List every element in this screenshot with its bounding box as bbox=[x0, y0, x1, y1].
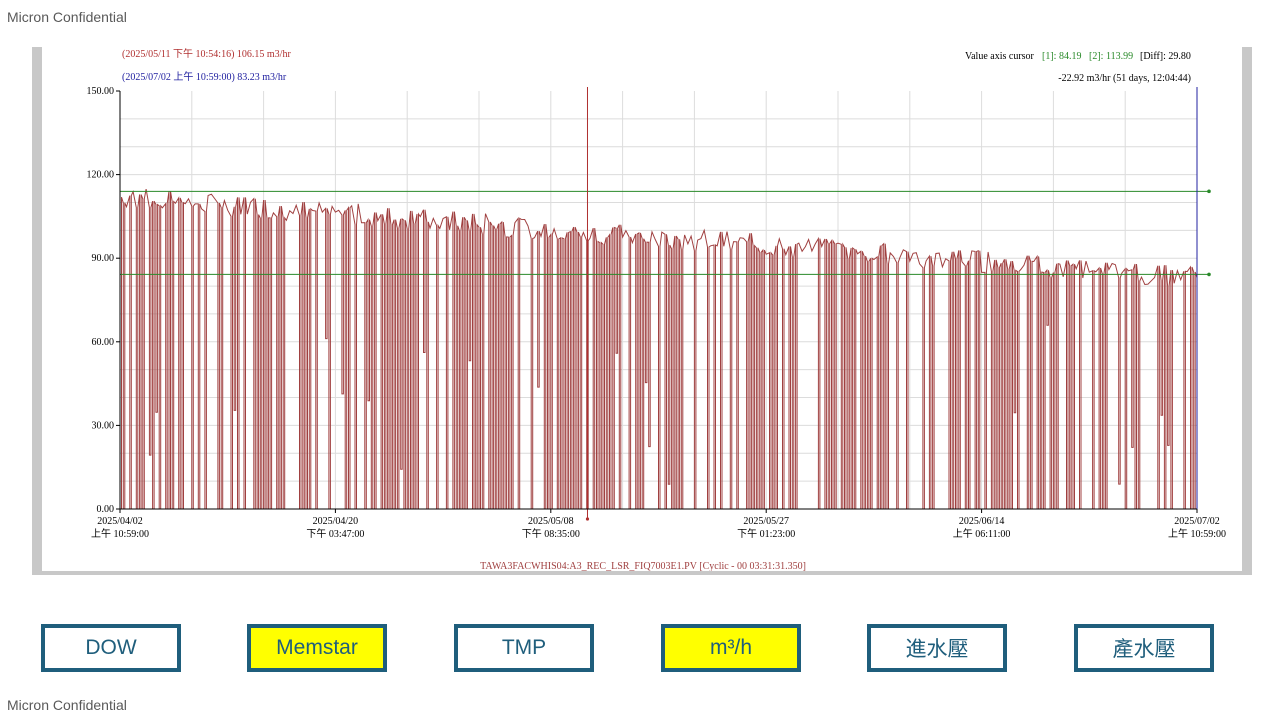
outlet-pressure-button[interactable]: 產水壓 bbox=[1074, 624, 1214, 672]
value-cursor-marker bbox=[1207, 272, 1211, 277]
cursor1-label: (2025/05/11 下午 10:54:16) 106.15 m3/hr bbox=[122, 47, 291, 60]
tmp-button[interactable]: TMP bbox=[454, 624, 594, 672]
y-tick-label: 90.00 bbox=[92, 253, 115, 264]
flow-unit-button[interactable]: m³/h bbox=[661, 624, 801, 672]
x-tick-date: 2025/06/14 bbox=[959, 516, 1005, 527]
trend-chart[interactable]: (2025/05/11 下午 10:54:16) 106.15 m3/hr (2… bbox=[42, 47, 1242, 571]
flow-trace bbox=[119, 189, 1198, 510]
chart-footer: TAWA3FACWHIS04:A3_REC_LSR_FIQ7003E1.PV [… bbox=[480, 561, 806, 571]
x-tick-time: 下午 08:35:00 bbox=[522, 527, 580, 540]
memstar-button[interactable]: Memstar bbox=[247, 624, 387, 672]
value-cursor-diff: [Diff]: 29.80 bbox=[1140, 51, 1191, 62]
confidential-label-top: Micron Confidential bbox=[7, 9, 127, 25]
x-tick-date: 2025/05/27 bbox=[743, 516, 789, 527]
x-tick-date: 2025/04/02 bbox=[97, 516, 143, 527]
value-cursor-marker bbox=[1207, 189, 1211, 194]
y-tick-label: 150.00 bbox=[87, 86, 115, 97]
value-cursor-2: [2]: 113.99 bbox=[1089, 51, 1133, 62]
chart-panel: (2025/05/11 下午 10:54:16) 106.15 m3/hr (2… bbox=[42, 47, 1242, 571]
y-tick-label: 30.00 bbox=[92, 420, 115, 431]
diff-summary: -22.92 m3/hr (51 days, 12:04:44) bbox=[1058, 73, 1191, 84]
flow-series bbox=[119, 189, 1198, 510]
time-cursor-1-marker bbox=[585, 517, 590, 521]
chart-axes: 0.00 30.00 60.00 90.00 120.00 150.00 2025/04/0… bbox=[87, 86, 1227, 540]
y-tick-label: 120.00 bbox=[87, 170, 115, 181]
cursor2-label: (2025/07/02 上午 10:59:00) 83.23 m3/hr bbox=[122, 70, 287, 83]
x-tick-time: 上午 06:11:00 bbox=[953, 527, 1011, 540]
chart-frame: (2025/05/11 下午 10:54:16) 106.15 m3/hr (2… bbox=[32, 47, 1252, 575]
x-tick-date: 2025/04/20 bbox=[313, 516, 359, 527]
x-tick-time: 上午 10:59:00 bbox=[1168, 527, 1226, 540]
value-cursor-label: Value axis cursor bbox=[965, 51, 1035, 62]
x-tick-date: 2025/07/02 bbox=[1174, 516, 1220, 527]
confidential-label-bottom: Micron Confidential bbox=[7, 697, 127, 713]
y-tick-label: 60.00 bbox=[92, 337, 115, 348]
x-tick-date: 2025/05/08 bbox=[528, 516, 574, 527]
y-tick-label: 0.00 bbox=[97, 504, 115, 515]
inlet-pressure-button[interactable]: 進水壓 bbox=[867, 624, 1007, 672]
x-tick-time: 下午 01:23:00 bbox=[737, 527, 795, 540]
value-cursor-1: [1]: 84.19 bbox=[1042, 51, 1081, 62]
dow-button[interactable]: DOW bbox=[41, 624, 181, 672]
x-tick-time: 上午 10:59:00 bbox=[91, 527, 149, 540]
x-tick-time: 下午 03:47:00 bbox=[306, 527, 364, 540]
